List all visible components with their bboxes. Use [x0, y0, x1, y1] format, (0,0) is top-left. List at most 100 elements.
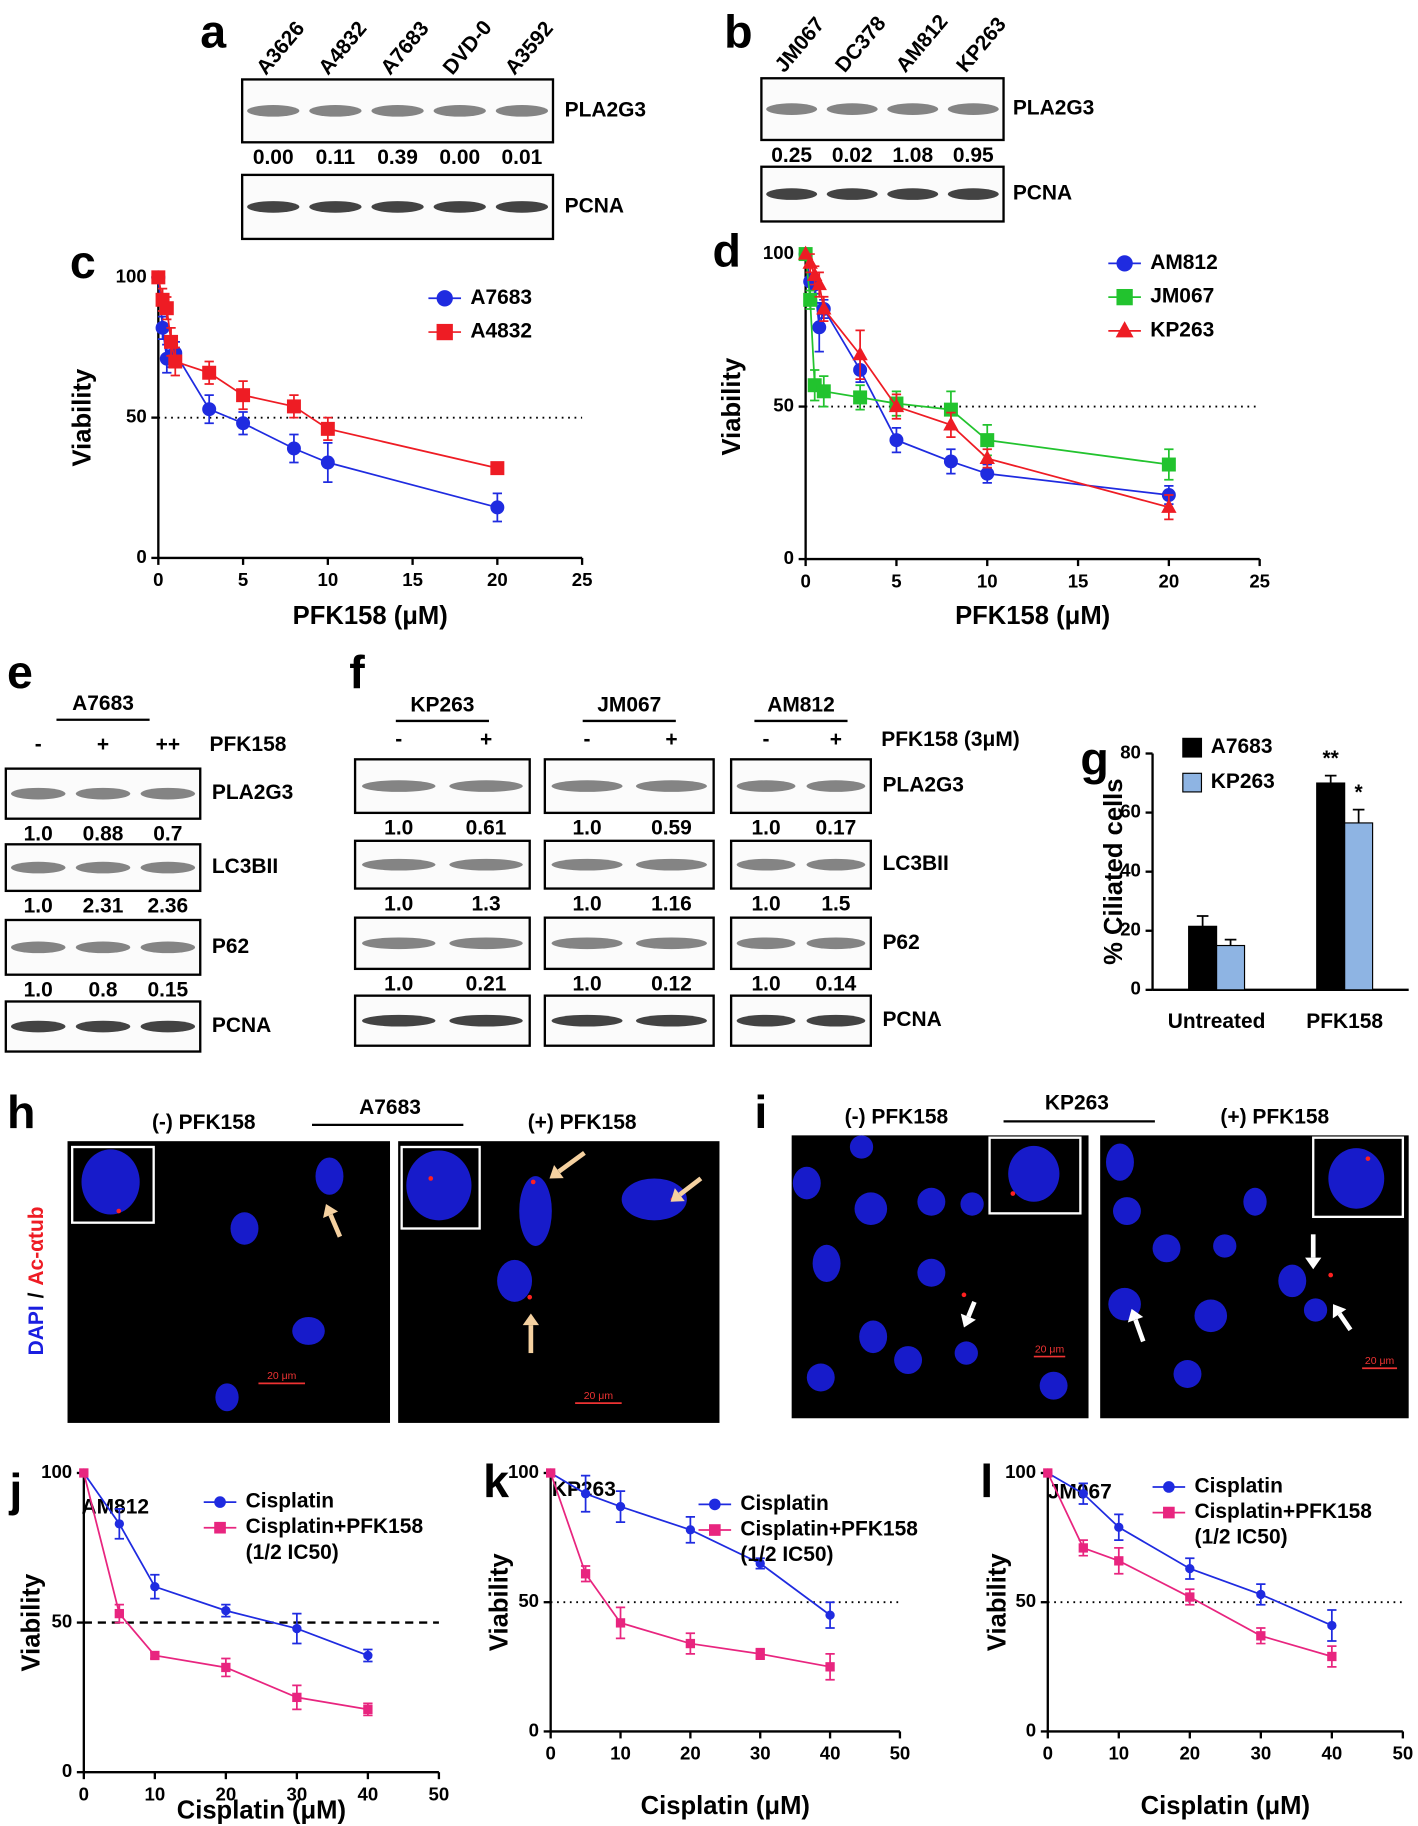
nucleus	[917, 1258, 946, 1287]
y-tick-label: 80	[1120, 741, 1141, 762]
quantification: 0.61	[466, 817, 507, 840]
band	[433, 105, 486, 117]
marker	[320, 455, 335, 470]
quantification: 1.0	[384, 892, 413, 915]
y-tick-label: 60	[1120, 801, 1141, 822]
marker	[943, 416, 959, 431]
cilium	[530, 1179, 536, 1185]
panel-letter: l	[980, 1455, 993, 1507]
row-label: LC3BII	[212, 855, 278, 878]
nucleus	[621, 1178, 687, 1221]
band	[636, 937, 707, 950]
nucleus	[215, 1383, 239, 1412]
band	[636, 1014, 707, 1027]
row-label: PCNA	[565, 194, 624, 217]
quantification: 1.3	[472, 892, 501, 915]
marker	[889, 433, 904, 448]
lane-label: +	[665, 728, 677, 751]
marker	[1078, 1489, 1088, 1499]
marker	[490, 461, 505, 476]
marker	[155, 320, 170, 335]
quantification: 1.0	[384, 973, 413, 996]
nucleus	[292, 1316, 325, 1345]
y-axis-label: Viability	[718, 357, 746, 455]
bar	[1188, 925, 1218, 991]
marker	[980, 433, 995, 448]
marker	[803, 292, 818, 307]
marker	[151, 270, 166, 285]
x-tick-label: PFK158	[1306, 1010, 1383, 1033]
marker	[236, 416, 251, 431]
condition-label: (-) PFK158	[845, 1105, 949, 1128]
scale-bar-label: 20 μm	[584, 1391, 614, 1402]
y-tick-label: 0	[529, 1719, 539, 1740]
legend-label: A7683	[470, 286, 532, 309]
x-tick-label: 10	[977, 570, 998, 591]
quantification: 1.0	[572, 973, 601, 996]
band	[766, 188, 818, 200]
marker	[168, 354, 183, 369]
marker	[825, 1662, 835, 1672]
x-tick-label: 0	[800, 570, 810, 591]
x-tick-label: 50	[1393, 1743, 1414, 1764]
quantification: 0.01	[502, 146, 543, 169]
nucleus	[806, 1363, 835, 1392]
marker	[286, 399, 301, 414]
marker	[825, 1610, 835, 1620]
marker	[755, 1649, 765, 1659]
quantification: 1.0	[24, 979, 53, 1002]
row-label: P62	[882, 931, 919, 954]
band	[826, 188, 878, 200]
lane-label: -	[763, 728, 770, 751]
quantification: 1.5	[821, 892, 850, 915]
marker	[811, 276, 827, 291]
nucleus	[1039, 1371, 1068, 1400]
panel-letter: k	[483, 1455, 509, 1507]
row-label: PLA2G3	[1013, 97, 1094, 120]
x-tick-label: 50	[890, 1743, 911, 1764]
marker	[755, 1558, 765, 1569]
quantification: 1.0	[751, 892, 780, 915]
marker	[114, 1519, 124, 1529]
marker	[979, 450, 995, 465]
y-tick-label: 40	[1120, 860, 1141, 881]
y-axis-label: Viability	[984, 1553, 1012, 1651]
band	[495, 105, 549, 117]
x-axis-label: Cisplatin (μM)	[177, 1797, 346, 1825]
chart-title: AM812	[81, 1495, 149, 1518]
marker	[236, 388, 251, 403]
nucleus	[859, 1320, 888, 1354]
condition-label: (+) PFK158	[1220, 1105, 1329, 1128]
nucleus	[406, 1150, 472, 1221]
row-label: PLA2G3	[882, 774, 963, 797]
legend-label: Cisplatin+PFK158	[740, 1518, 917, 1541]
error-bar	[1352, 808, 1365, 823]
arrow-shaft	[1337, 1312, 1353, 1332]
x-tick-label: 15	[402, 569, 423, 590]
marker	[292, 1623, 302, 1634]
quantification: 1.0	[24, 895, 53, 918]
quantification: 0.02	[832, 144, 873, 167]
row-label: PCNA	[882, 1008, 941, 1031]
marker	[852, 346, 868, 361]
band	[75, 1020, 131, 1033]
panel-letter: f	[349, 646, 365, 698]
x-tick-label: 30	[750, 1743, 771, 1764]
quantification: 0.25	[771, 144, 812, 167]
y-tick-label: 50	[1015, 1590, 1036, 1611]
lane-label: -	[35, 733, 42, 756]
series-line	[83, 1472, 369, 1657]
marker	[1043, 1468, 1053, 1478]
quantification: 2.36	[147, 895, 188, 918]
x-tick-label: 10	[317, 569, 338, 590]
nucleus	[315, 1157, 344, 1195]
marker	[615, 1501, 626, 1512]
arrow-head	[522, 1313, 540, 1326]
y-tick-label: 100	[763, 242, 794, 263]
marker	[221, 1605, 231, 1616]
x-tick-label: 40	[1321, 1743, 1342, 1764]
band	[806, 1014, 866, 1027]
error-bar	[1224, 938, 1237, 946]
